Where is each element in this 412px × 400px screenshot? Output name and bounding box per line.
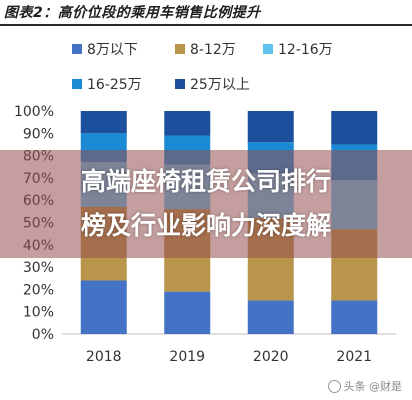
title-divider bbox=[0, 24, 412, 26]
legend: 8万以下 8-12万 12-16万 16-25万 25万以上 bbox=[72, 42, 333, 93]
bar-segment bbox=[164, 291, 211, 334]
legend-label: 16-25万 bbox=[87, 77, 142, 93]
y-tick-label: 10% bbox=[23, 305, 54, 321]
x-tick-label: 2018 bbox=[86, 349, 122, 365]
x-tick-label: 2021 bbox=[336, 349, 372, 365]
legend-label: 8-12万 bbox=[190, 42, 236, 58]
legend-label: 12-16万 bbox=[278, 42, 333, 58]
y-tick-label: 0% bbox=[32, 327, 54, 343]
bar-segment bbox=[164, 111, 211, 136]
legend-label: 8万以下 bbox=[87, 42, 138, 58]
overlay-line-1: 高端座椅租赁公司排行 bbox=[80, 167, 331, 196]
x-tick-label: 2020 bbox=[253, 349, 289, 365]
bar-segment bbox=[331, 300, 378, 334]
overlay-text: 高端座椅租赁公司排行 榜及行业影响力深度解 bbox=[0, 160, 412, 248]
y-tick-label: 20% bbox=[23, 282, 54, 298]
legend-swatch bbox=[72, 79, 82, 89]
legend-swatch bbox=[263, 44, 273, 54]
y-tick-label: 100% bbox=[14, 104, 54, 120]
bar-segment bbox=[247, 300, 294, 334]
watermark-icon bbox=[327, 379, 341, 393]
bar-segment bbox=[247, 111, 294, 143]
legend-swatch bbox=[175, 79, 185, 89]
y-tick-label: 90% bbox=[23, 126, 54, 142]
bar-segment bbox=[80, 280, 127, 334]
bar-segment bbox=[80, 111, 127, 134]
legend-swatch bbox=[175, 44, 185, 54]
watermark-text: 头条 @财是 bbox=[343, 380, 403, 393]
y-tick-label: 30% bbox=[23, 260, 54, 276]
legend-label: 25万以上 bbox=[190, 77, 250, 93]
chart-title: 图表2：高价位段的乘用车销售比例提升 bbox=[4, 5, 261, 21]
x-tick-label: 2019 bbox=[169, 349, 205, 365]
x-axis: 2018 2019 2020 2021 bbox=[86, 349, 372, 365]
overlay-banner bbox=[0, 150, 412, 258]
watermark: 头条 @财是 bbox=[327, 378, 403, 394]
bar-segment bbox=[331, 111, 378, 145]
overlay-line-2: 榜及行业影响力深度解 bbox=[80, 211, 331, 240]
legend-swatch bbox=[72, 44, 82, 54]
